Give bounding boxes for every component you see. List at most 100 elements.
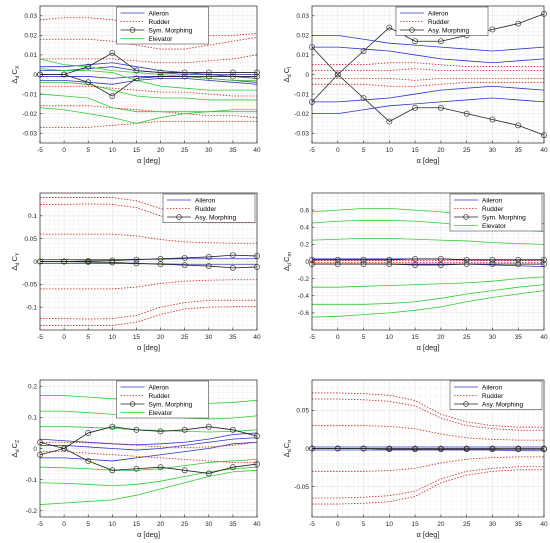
legend-entry-morphing: Asy. Morphing: [482, 401, 523, 408]
y-label-coef: C: [282, 442, 291, 448]
series-line-morphing: [311, 73, 545, 136]
series-line-rudder: [312, 78, 544, 81]
data-marker: [109, 423, 116, 430]
data-marker: [157, 73, 164, 80]
series-line-morphing: [311, 13, 545, 76]
legend-entry-aileron: Aileron: [195, 197, 216, 204]
data-marker: [437, 38, 444, 45]
y-tick-label: -0.01: [294, 91, 309, 98]
series-line-rudder: [40, 299, 257, 320]
data-marker: [133, 75, 140, 82]
x-tick-label: 20: [157, 334, 165, 341]
legend-entry-morphing: Sym. Morphing: [149, 27, 193, 34]
y-tick-label: -0.2: [298, 276, 310, 283]
y-label-coef-sub: Y: [15, 252, 21, 256]
series-group: [37, 17, 260, 128]
data-marker: [515, 261, 522, 267]
x-tick-label: 0: [336, 147, 340, 154]
y-tick-label: 0.05: [24, 236, 37, 243]
series-line-morphing: [40, 261, 258, 269]
data-marker: [133, 67, 140, 74]
x-tick-label: 10: [386, 147, 394, 154]
data-marker: [386, 118, 393, 125]
y-label-coef: C: [10, 256, 19, 262]
data-marker: [489, 116, 496, 123]
data-marker: [181, 426, 188, 433]
y-axis-label: ΔdCX: [10, 65, 21, 84]
x-tick-label: 40: [253, 334, 261, 341]
y-tick-label: 0: [305, 72, 309, 79]
data-marker: [412, 104, 419, 111]
data-marker: [181, 262, 188, 269]
y-label-coef-sub: Z: [15, 439, 21, 443]
data-marker: [437, 256, 444, 262]
data-marker: [360, 445, 367, 452]
x-tick-label: 20: [437, 521, 445, 528]
legend-box: [449, 380, 543, 410]
x-axis-label: α [deg]: [416, 530, 439, 539]
series-line-rudder: [312, 466, 544, 499]
x-tick-label: 10: [386, 521, 394, 528]
series-group: [37, 395, 260, 505]
y-axis-label: ΔdCZ: [10, 439, 21, 458]
y-tick-label: -0.2: [26, 508, 38, 515]
series-line-rudder: [312, 469, 544, 505]
y-tick-label: -0.1: [26, 304, 38, 311]
x-tick-label: -5: [37, 147, 43, 154]
y-tick-label: 0: [33, 446, 37, 453]
series-line-rudder: [312, 398, 544, 431]
legend-entry-morphing: Asy. Morphing: [428, 27, 469, 34]
data-marker: [85, 79, 92, 86]
series-line-aileron: [312, 97, 545, 115]
x-tick-label: 30: [205, 334, 213, 341]
x-tick-label: 10: [109, 334, 117, 341]
y-tick-label: 0.6: [300, 207, 309, 214]
series-line-rudder: [40, 451, 257, 463]
series-line-morphing: [312, 448, 544, 450]
x-tick-label: 25: [463, 334, 471, 341]
data-marker: [229, 426, 236, 433]
series-line-elevator: [40, 81, 257, 101]
x-axis-label: α [deg]: [137, 343, 160, 352]
chart-cy: -5 0 5 10 15 20 25 30 35 40 -0.1 -0.05 0 0.05 0.1 α [de…: [10, 192, 261, 352]
data-marker: [181, 254, 188, 261]
legend-box: [395, 6, 489, 36]
data-marker: [360, 256, 367, 263]
legend-marker: [409, 27, 415, 33]
data-marker: [515, 122, 522, 129]
x-tick-label: 10: [109, 521, 117, 528]
x-tick-label: 0: [62, 334, 66, 341]
y-label-coef: C: [10, 69, 19, 75]
y-label-delta: Δ: [282, 266, 291, 271]
legend-entry-rudder: Rudder: [149, 19, 171, 26]
data-marker: [157, 428, 164, 435]
y-tick-label: -0.6: [298, 310, 310, 317]
data-marker: [181, 69, 188, 76]
y-label-delta: Δ: [10, 79, 19, 84]
series-line-morphing: [40, 254, 258, 262]
y-tick-label: 0.1: [28, 415, 37, 422]
y-label-sub: d: [15, 76, 21, 79]
y-tick-label: -0.1: [26, 477, 38, 484]
x-axis-label: α [deg]: [137, 530, 160, 539]
y-label-sub: d: [287, 263, 293, 266]
series-line-elevator: [39, 469, 258, 505]
x-axis-label: α [deg]: [416, 343, 439, 352]
y-tick-label: 0: [33, 72, 37, 79]
legend-entry-rudder: Rudder: [482, 393, 504, 400]
legend-entry-aileron: Aileron: [482, 384, 503, 391]
x-tick-label: 5: [362, 147, 366, 154]
legend-entry-elevator: Elevator: [149, 36, 174, 43]
data-marker: [412, 256, 419, 262]
series-group: [309, 208, 547, 318]
series-line-aileron: [40, 437, 258, 451]
y-tick-label: -0.01: [22, 91, 37, 98]
y-label-delta: Δ: [282, 77, 291, 82]
x-tick-label: 15: [411, 334, 419, 341]
data-marker: [133, 426, 140, 433]
data-marker: [386, 446, 393, 453]
series-line-elevator: [40, 426, 258, 433]
x-tick-label: 15: [133, 147, 141, 154]
